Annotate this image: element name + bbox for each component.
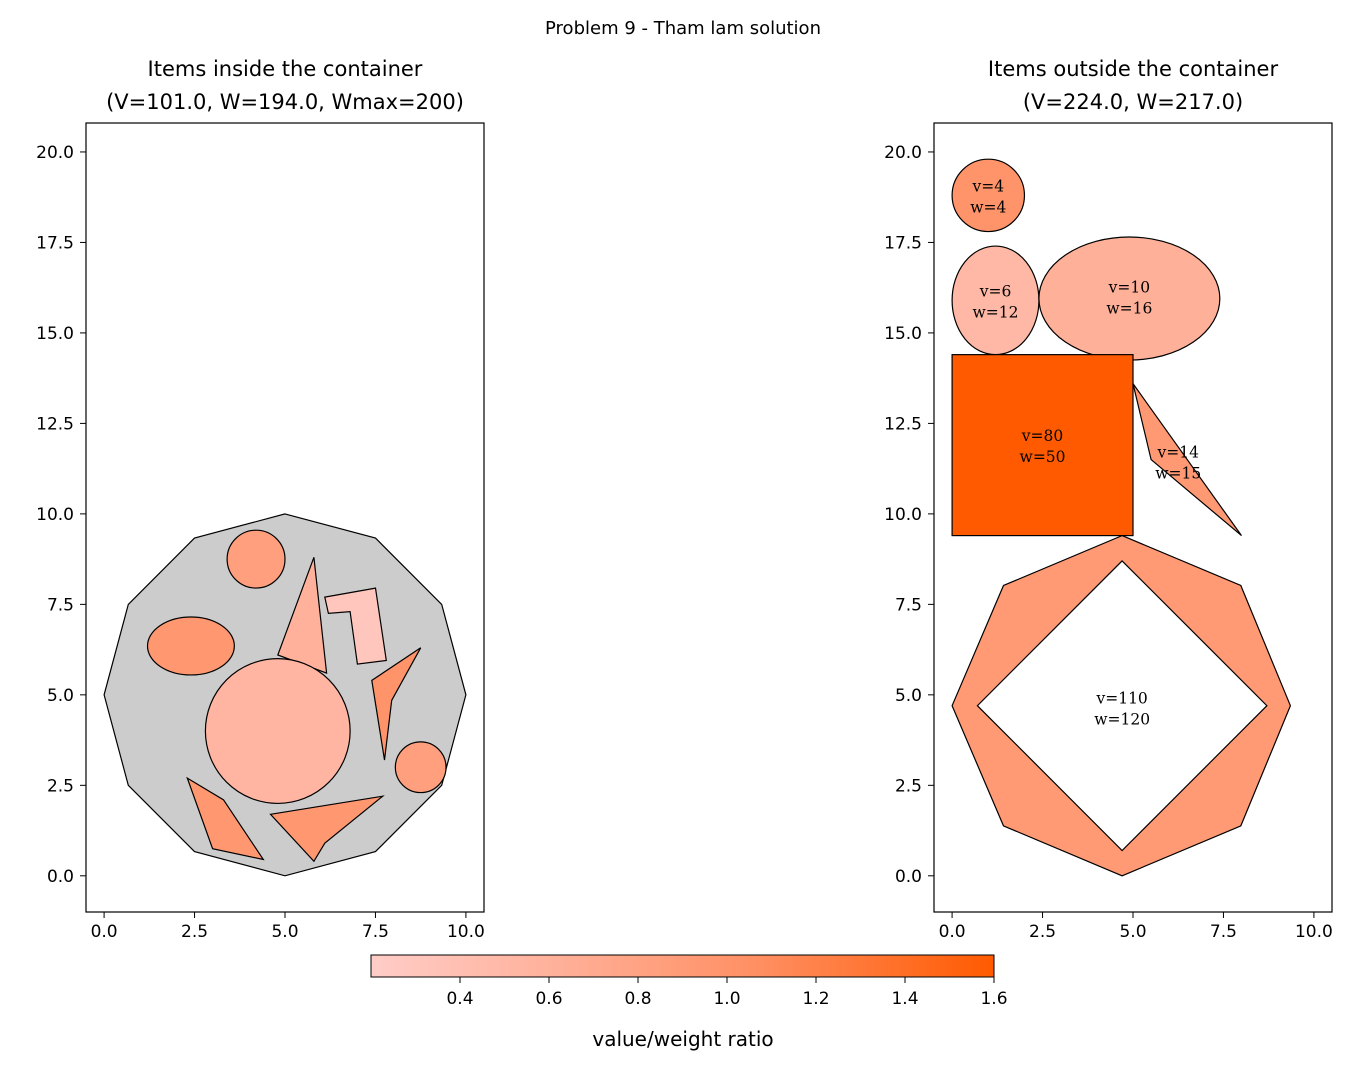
figure-suptitle: Problem 9 - Tham lam solution xyxy=(545,18,821,39)
colorbar-tick-label: 1.6 xyxy=(980,989,1007,1009)
left-panel-shapes xyxy=(103,513,467,877)
left-item-3 xyxy=(324,587,387,665)
colorbar-label: value/weight ratio xyxy=(592,1027,773,1051)
left-item-8 xyxy=(186,776,265,861)
colorbar-tick-label: 1.4 xyxy=(891,989,918,1009)
colorbar: 0.4 0.6 0.8 1.0 1.2 1.4 1.6 value/weight ratio xyxy=(370,954,1008,1051)
right-xtick-label: 10.0 xyxy=(1295,922,1333,942)
right-item-3-value-label: v=10 xyxy=(1108,279,1150,297)
left-xtick-label: 5.0 xyxy=(271,922,298,942)
right-panel-shapes: v=4 w=4 v=6 w=12 v=10 w=16 v=80 w=50 v=14 w=15 v=1… xyxy=(951,158,1292,877)
right-item-3-weight-label: w=16 xyxy=(1106,300,1152,318)
right-panel-title-line1: Items outside the container xyxy=(988,57,1279,81)
left-panel-title-line2: (V=101.0, W=194.0, Wmax=200) xyxy=(106,90,464,114)
right-item-1-weight-label: w=4 xyxy=(970,198,1006,216)
left-item-1 xyxy=(226,529,286,589)
colorbar-gradient xyxy=(370,954,995,978)
left-ytick-label: 17.5 xyxy=(36,233,74,253)
right-item-3 xyxy=(1038,236,1221,361)
left-panel: Items inside the container (V=101.0, W=1… xyxy=(36,57,485,942)
right-ytick-label: 2.5 xyxy=(895,776,922,796)
right-panel-axes: 0.0 2.5 5.0 7.5 10.0 0.0 2.5 5.0 7.5 10.0 12.5 15.0… xyxy=(884,143,1333,942)
colorbar-tick-label: 0.4 xyxy=(446,989,473,1009)
left-ytick-label: 7.5 xyxy=(47,595,74,615)
right-ytick-label: 5.0 xyxy=(895,686,922,706)
right-panel-title-line2: (V=224.0, W=217.0) xyxy=(1023,90,1243,114)
right-xtick-label: 0.0 xyxy=(939,922,966,942)
left-xtick-label: 2.5 xyxy=(181,922,208,942)
left-panel-axes: 0.0 2.5 5.0 7.5 10.0 0.0 2.5 5.0 7.5 10.0 12.5 15.0… xyxy=(36,143,485,942)
left-panel-title-line1: Items inside the container xyxy=(148,57,423,81)
right-item-4 xyxy=(951,354,1134,537)
right-panel: Items outside the container (V=224.0, W=… xyxy=(884,57,1333,942)
right-ytick-label: 15.0 xyxy=(884,324,922,344)
right-item-4-weight-label: w=50 xyxy=(1020,448,1066,466)
left-ytick-label: 20.0 xyxy=(36,143,74,163)
right-item-1 xyxy=(951,158,1026,233)
right-ytick-label: 17.5 xyxy=(884,233,922,253)
colorbar-ticks: 0.4 0.6 0.8 1.0 1.2 1.4 1.6 xyxy=(446,977,1008,1009)
right-item-6-weight-label: w=120 xyxy=(1094,711,1150,729)
right-ytick-label: 10.0 xyxy=(884,505,922,525)
right-item-4-value-label: v=80 xyxy=(1021,427,1063,445)
colorbar-tick-label: 1.2 xyxy=(802,989,829,1009)
left-item-6 xyxy=(204,658,351,805)
right-item-6-value-label: v=110 xyxy=(1095,690,1147,708)
right-ytick-label: 0.0 xyxy=(895,867,922,887)
right-ytick-label: 20.0 xyxy=(884,143,922,163)
right-item-6 xyxy=(951,534,1292,877)
colorbar-tick-label: 1.0 xyxy=(713,989,740,1009)
right-ytick-label: 12.5 xyxy=(884,414,922,434)
right-item-5-value-label: v=14 xyxy=(1156,443,1199,461)
right-ytick-label: 7.5 xyxy=(895,595,922,615)
right-item-1-value-label: v=4 xyxy=(971,177,1004,195)
colorbar-tick-label: 0.6 xyxy=(535,989,562,1009)
right-item-5 xyxy=(1132,383,1242,537)
left-ytick-label: 10.0 xyxy=(36,505,74,525)
right-item-2-value-label: v=6 xyxy=(979,282,1012,300)
left-item-5 xyxy=(371,647,422,761)
left-ytick-label: 2.5 xyxy=(47,776,74,796)
left-ytick-label: 0.0 xyxy=(47,867,74,887)
left-ytick-label: 12.5 xyxy=(36,414,74,434)
right-xtick-label: 5.0 xyxy=(1119,922,1146,942)
left-ytick-label: 5.0 xyxy=(47,686,74,706)
left-ytick-label: 15.0 xyxy=(36,324,74,344)
right-item-2-weight-label: w=12 xyxy=(973,303,1019,321)
left-xtick-label: 10.0 xyxy=(447,922,485,942)
left-item-4 xyxy=(146,616,235,676)
left-xtick-label: 7.5 xyxy=(362,922,389,942)
colorbar-tick-label: 0.8 xyxy=(624,989,651,1009)
left-item-7 xyxy=(394,741,447,794)
left-xtick-label: 0.0 xyxy=(91,922,118,942)
right-item-5-weight-label: w=15 xyxy=(1155,464,1201,482)
right-xtick-label: 7.5 xyxy=(1210,922,1237,942)
right-xtick-label: 2.5 xyxy=(1029,922,1056,942)
left-item-9 xyxy=(269,795,385,863)
